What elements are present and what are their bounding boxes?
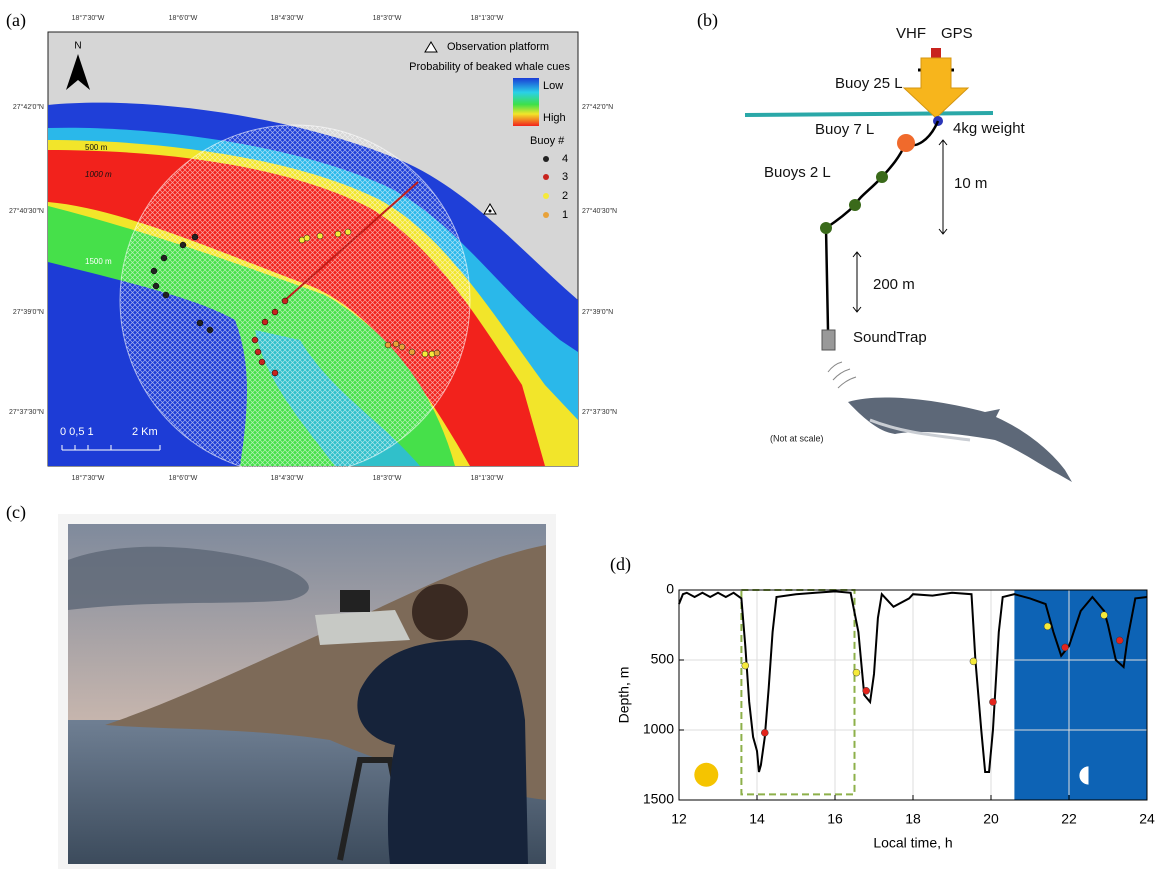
- legend-title: Probability of beaked whale cues: [409, 61, 570, 73]
- dive-point: [1062, 644, 1069, 651]
- lat-label: 27°39'0"N: [582, 308, 613, 316]
- label: VHF: [896, 25, 926, 42]
- lon-label: 18°6'0"W: [169, 14, 198, 22]
- dive-point: [853, 669, 860, 676]
- legend-label: Observation platform: [447, 41, 549, 53]
- lat-label: 27°40'30"N: [9, 207, 44, 215]
- lat-label: 27°42'0"N: [582, 103, 613, 111]
- label: 10 m: [954, 175, 987, 192]
- x-tick-label: 12: [671, 811, 687, 827]
- dive-profile-chart: 12 14 16 18 20 22 24 0 500 1000 1500 Local time, h D…: [616, 581, 1155, 851]
- lat-label: 27°37'30"N: [582, 408, 617, 416]
- panel-label: (d): [610, 554, 631, 575]
- dive-point: [1101, 612, 1108, 619]
- scale-label: 0 0,5 1: [60, 426, 94, 438]
- contour-label: 500 m: [85, 143, 108, 152]
- lat-label: 27°40'30"N: [582, 207, 617, 215]
- lon-label: 18°4'30"W: [271, 474, 304, 482]
- contour-label: 1500 m: [85, 257, 112, 266]
- panel-label: (c): [6, 502, 26, 523]
- legend-label: 2: [562, 190, 568, 202]
- lon-label: 18°6'0"W: [169, 474, 198, 482]
- map: N Observation platform Probability of be…: [48, 32, 578, 475]
- lon-label: 18°1'30"W: [471, 14, 504, 22]
- lat-label: 27°39'0"N: [13, 308, 44, 316]
- x-tick-label: 20: [983, 811, 999, 827]
- lat-label: 27°37'30"N: [9, 408, 44, 416]
- dive-point: [970, 658, 977, 665]
- lon-label: 18°3'0"W: [373, 14, 402, 22]
- x-tick-label: 14: [749, 811, 765, 827]
- legend-label: 4: [562, 153, 568, 165]
- panel-label: (a): [6, 10, 26, 31]
- x-axis-label: Local time, h: [873, 835, 952, 851]
- contour-label: 1000 m: [85, 170, 112, 179]
- x-tick-label: 16: [827, 811, 843, 827]
- scale-label: 2 Km: [132, 426, 158, 438]
- y-tick-label: 1500: [643, 791, 674, 807]
- deployment-diagram: VHF GPS Buoy 25 L Buoy 7 L 4kg weight Bu…: [745, 25, 1072, 482]
- label: SoundTrap: [853, 329, 927, 346]
- dive-point: [989, 699, 996, 706]
- label: Buoys 2 L: [764, 164, 831, 181]
- label: Buoy 7 L: [815, 121, 874, 138]
- legend-label: 1: [562, 209, 568, 221]
- x-tick-label: 22: [1061, 811, 1077, 827]
- label: GPS: [941, 25, 973, 42]
- dive-point: [1044, 623, 1051, 630]
- label: 200 m: [873, 276, 915, 293]
- dive-point: [742, 662, 749, 669]
- lon-label: 18°1'30"W: [471, 474, 504, 482]
- panel-label: (b): [697, 10, 718, 31]
- y-tick-label: 500: [651, 651, 675, 667]
- photo: [58, 514, 556, 869]
- lon-label: 18°3'0"W: [373, 474, 402, 482]
- legend-title: Buoy #: [530, 135, 565, 147]
- lon-label: 18°7'30"W: [72, 14, 105, 22]
- y-tick-label: 1000: [643, 721, 674, 737]
- north-label: N: [74, 41, 81, 52]
- y-axis-label: Depth, m: [616, 667, 632, 724]
- lon-label: 18°7'30"W: [72, 474, 105, 482]
- dive-point: [761, 729, 768, 736]
- lon-label: 18°4'30"W: [271, 14, 304, 22]
- label: 4kg weight: [953, 120, 1026, 137]
- lat-label: 27°42'0"N: [13, 103, 44, 111]
- sun-icon: [694, 763, 718, 787]
- night-shade: [1014, 590, 1147, 800]
- legend-label: 3: [562, 171, 568, 183]
- y-tick-label: 0: [666, 581, 674, 597]
- dive-point: [863, 687, 870, 694]
- figure: (a) (b) (c) (d) N Observation platform P…: [0, 0, 1155, 874]
- label: Buoy 25 L: [835, 75, 903, 92]
- note: (Not at scale): [770, 433, 824, 443]
- dive-point: [1116, 637, 1123, 644]
- x-tick-label: 18: [905, 811, 921, 827]
- legend-label: High: [543, 112, 566, 124]
- x-tick-label: 24: [1139, 811, 1155, 827]
- legend-label: Low: [543, 80, 563, 92]
